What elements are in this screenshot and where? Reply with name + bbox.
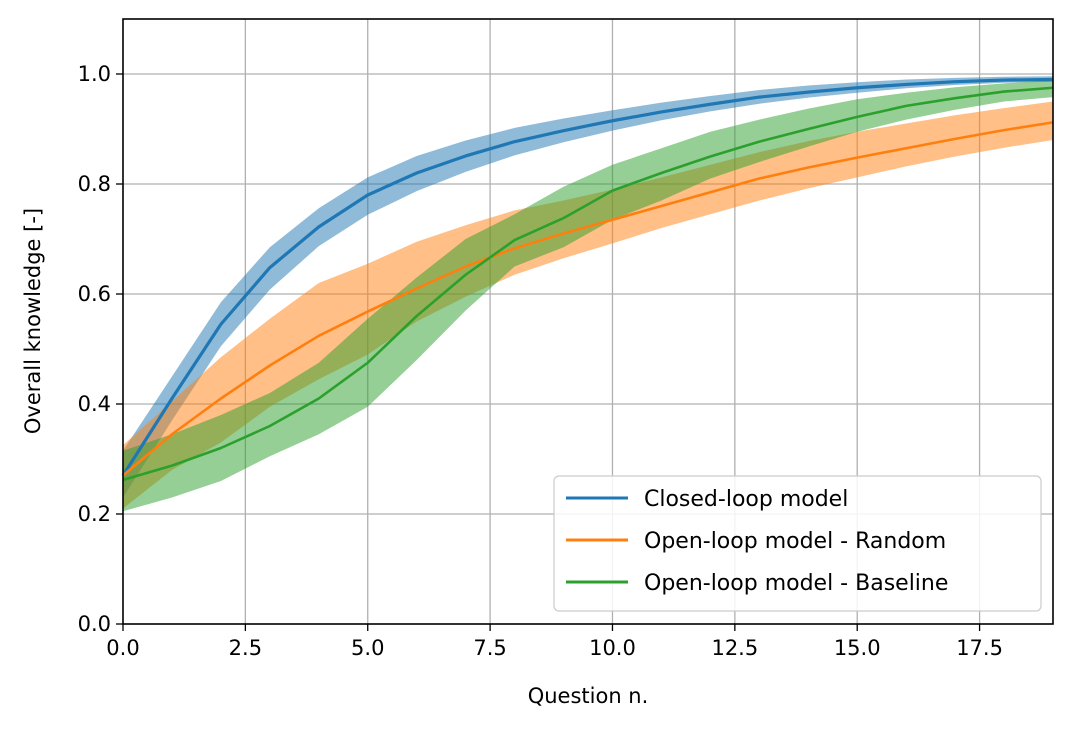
series-band-2: [123, 80, 1053, 512]
y-tick-label: 0.4: [78, 392, 111, 416]
legend-box: [553, 475, 1042, 612]
x-axis-title: Question n.: [528, 684, 649, 708]
y-tick-label: 1.0: [78, 62, 111, 86]
legend: Closed-loop model Open-loop model - Rando…: [553, 475, 1042, 612]
series-line-1: [122, 121, 1054, 477]
series-lines: [121, 77, 1054, 482]
series-line-0: [121, 77, 1054, 477]
confidence-bands: [123, 76, 1053, 512]
x-tick-label: 5.0: [351, 636, 384, 660]
x-tick-label: 15.0: [834, 636, 881, 660]
x-tick-label: 12.5: [711, 636, 758, 660]
y-axis-title: Overall knowledge [-]: [21, 208, 45, 434]
x-tick-label: 0.0: [106, 636, 139, 660]
x-tick-label: 10.0: [589, 636, 636, 660]
series-line-2: [122, 86, 1054, 482]
y-tick-label: 0.0: [78, 612, 111, 636]
legend-label-1: Open-loop model - Random: [644, 529, 946, 554]
plot-frame: [122, 18, 1054, 625]
legend-label-2: Open-loop model - Baseline: [644, 571, 948, 596]
legend-label-0: Closed-loop model: [644, 487, 848, 512]
series-band-1: [123, 101, 1053, 509]
x-tick-label: 7.5: [473, 636, 506, 660]
x-tick-label: 2.5: [229, 636, 262, 660]
y-tick-label: 0.2: [78, 502, 111, 526]
axis-ticks: 0.0 2.5 5.0 7.5 10.0 12.5 15.0 17.5 0.0 0.2 0.4 0.6…: [78, 62, 1003, 660]
y-tick-label: 0.6: [78, 282, 111, 306]
x-tick-label: 17.5: [956, 636, 1003, 660]
y-tick-label: 0.8: [78, 172, 111, 196]
